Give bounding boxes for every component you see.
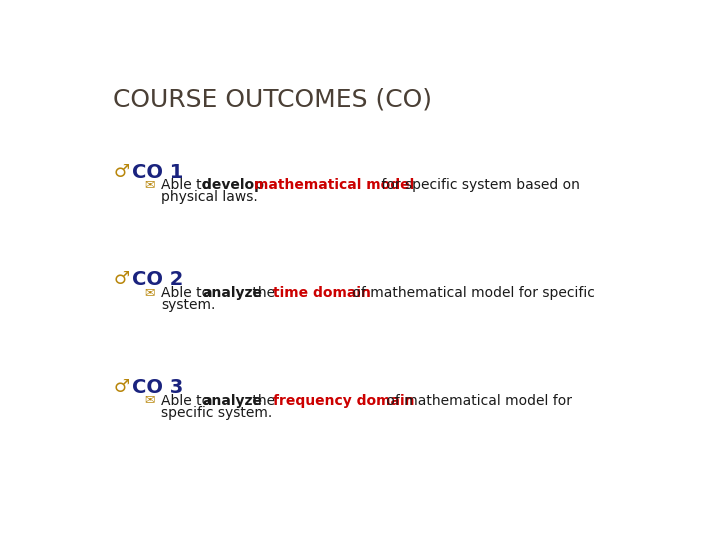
Text: COURSE OUTCOMES (CO): COURSE OUTCOMES (CO) xyxy=(113,88,432,112)
Text: analyze: analyze xyxy=(202,394,262,408)
Text: ✉: ✉ xyxy=(144,286,155,299)
Text: develop: develop xyxy=(202,178,269,192)
Text: time domain: time domain xyxy=(273,286,371,300)
Text: system.: system. xyxy=(161,298,215,312)
Text: CO 1: CO 1 xyxy=(132,163,183,181)
Text: CO 3: CO 3 xyxy=(132,378,183,397)
Text: Able to: Able to xyxy=(161,394,215,408)
Text: CO 2: CO 2 xyxy=(132,271,183,289)
Text: ♂: ♂ xyxy=(113,163,130,180)
Text: for specific system based on: for specific system based on xyxy=(377,178,580,192)
Text: of mathematical model for specific: of mathematical model for specific xyxy=(348,286,595,300)
Text: specific system.: specific system. xyxy=(161,406,272,420)
Text: ✉: ✉ xyxy=(144,178,155,191)
Text: the: the xyxy=(248,286,280,300)
Text: mathematical model: mathematical model xyxy=(253,178,414,192)
Text: frequency domain: frequency domain xyxy=(273,394,414,408)
Text: the: the xyxy=(248,394,280,408)
Text: physical laws.: physical laws. xyxy=(161,190,258,204)
Text: analyze: analyze xyxy=(202,286,262,300)
Text: Able to: Able to xyxy=(161,286,215,300)
Text: ♂: ♂ xyxy=(113,271,130,288)
Text: Able to: Able to xyxy=(161,178,215,192)
Text: ♂: ♂ xyxy=(113,378,130,396)
Text: of mathematical model for: of mathematical model for xyxy=(382,394,572,408)
Text: ✉: ✉ xyxy=(144,394,155,407)
